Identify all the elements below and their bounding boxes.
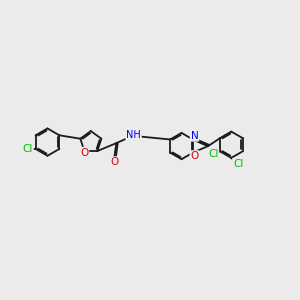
Text: Cl: Cl bbox=[208, 149, 218, 160]
Text: O: O bbox=[190, 151, 199, 161]
Text: Cl: Cl bbox=[22, 144, 33, 154]
Text: N: N bbox=[190, 131, 198, 141]
Text: NH: NH bbox=[126, 130, 141, 140]
Text: Cl: Cl bbox=[233, 159, 243, 169]
Text: O: O bbox=[110, 157, 118, 167]
Text: O: O bbox=[80, 148, 88, 158]
